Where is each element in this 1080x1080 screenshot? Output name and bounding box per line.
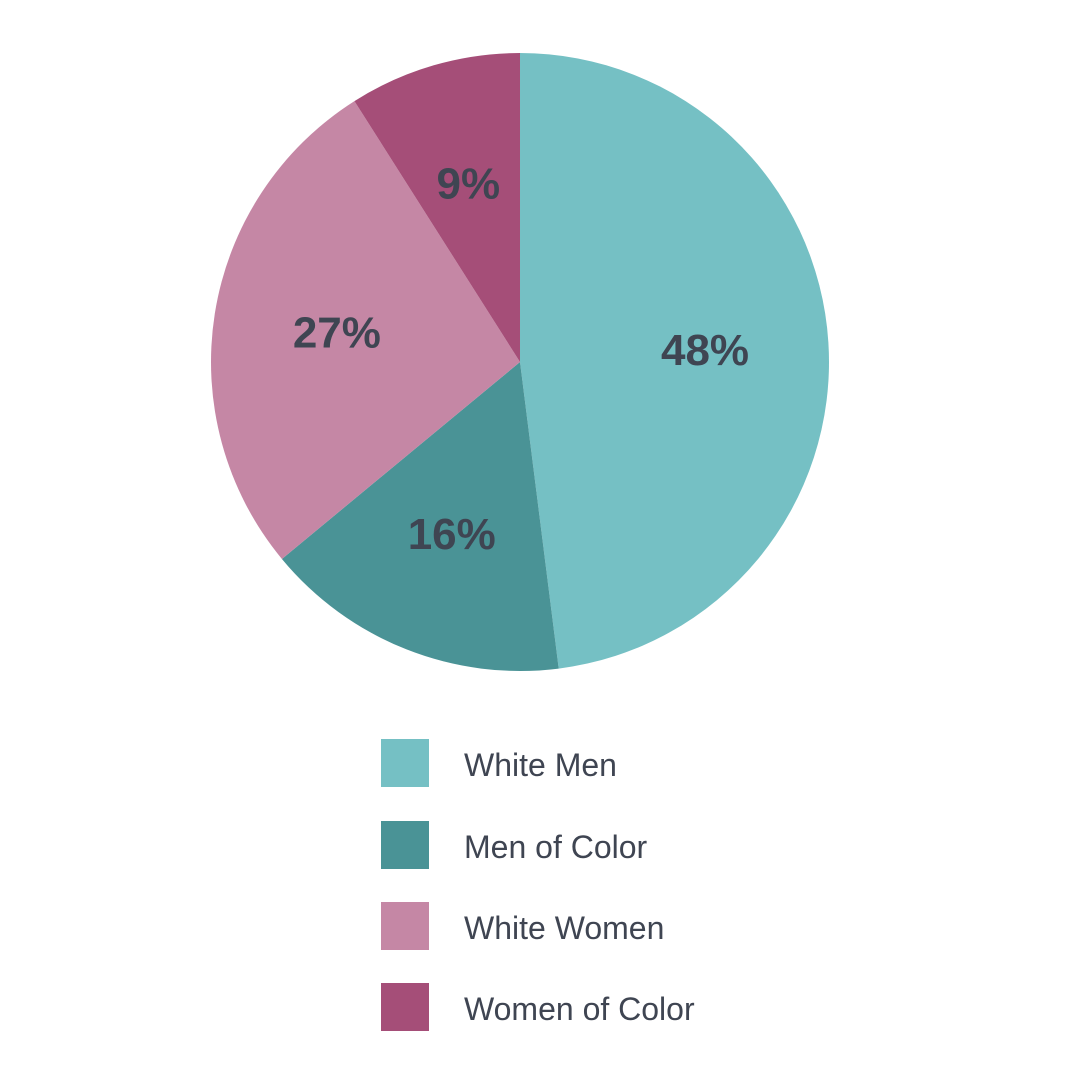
legend-label: White Women (464, 910, 665, 946)
pie-slice-label: 48% (661, 326, 749, 375)
legend-swatch (381, 739, 429, 787)
legend-label: White Men (464, 747, 617, 783)
legend-item: Men of Color (381, 821, 981, 871)
pie-slice-white-men (520, 53, 830, 669)
pie-slice-label: 27% (293, 308, 381, 357)
legend-item: White Men (381, 739, 981, 789)
pie-slice-label: 16% (408, 510, 496, 559)
legend-swatch (381, 902, 429, 950)
pie-slice-label: 9% (436, 159, 500, 208)
legend-item: Women of Color (381, 983, 981, 1033)
pie-slice-women-of-color (354, 53, 520, 362)
pie-slice-men-of-color (281, 362, 559, 671)
legend-label: Men of Color (464, 829, 648, 865)
legend-swatch (381, 821, 429, 869)
legend-swatch (381, 983, 429, 1031)
pie-chart: 48% 16% 27% 9% (210, 53, 830, 671)
legend-label: Women of Color (464, 991, 695, 1027)
legend-item: White Women (381, 902, 981, 952)
pie-slice-white-women (210, 101, 520, 559)
